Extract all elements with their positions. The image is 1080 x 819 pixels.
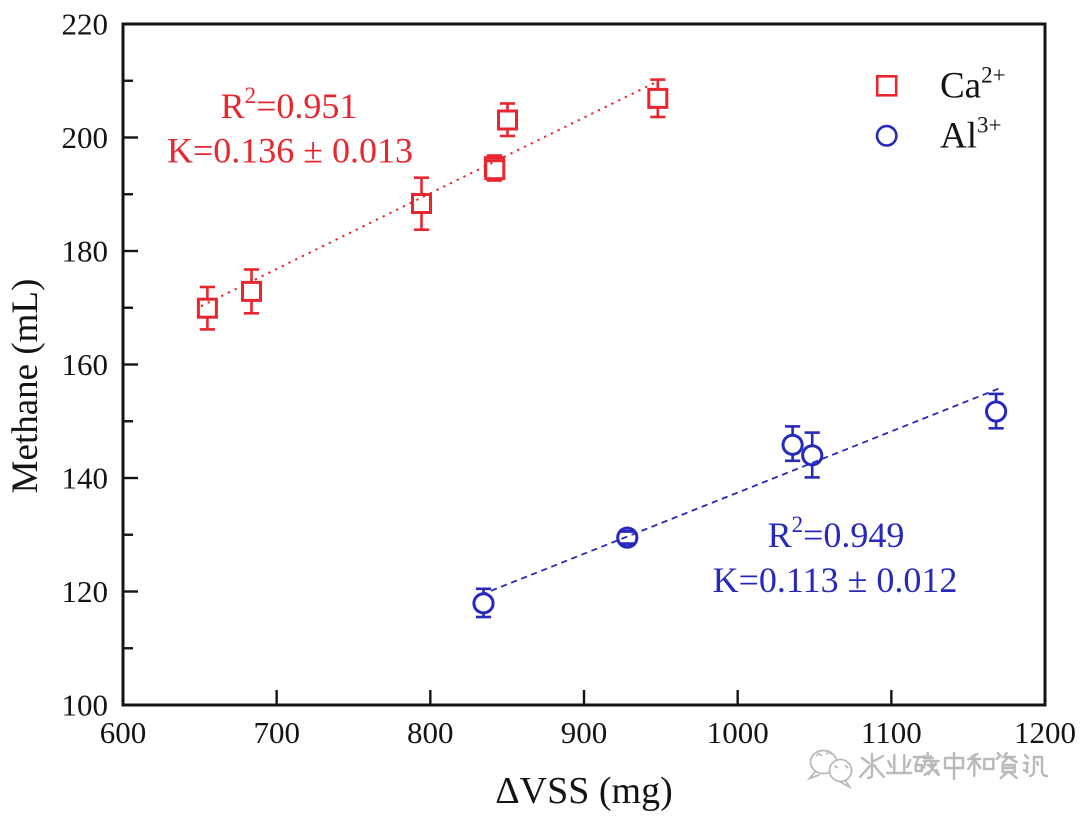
svg-text:Ca2+: Ca2+ [940,63,1006,107]
svg-text:R2=0.949: R2=0.949 [768,512,905,555]
svg-text:600: 600 [100,715,147,750]
svg-text:700: 700 [253,715,300,750]
svg-text:K=0.113 ± 0.012: K=0.113 ± 0.012 [713,560,958,600]
svg-text:Methane (mL): Methane (mL) [5,279,46,494]
svg-text:ΔVSS (mg): ΔVSS (mg) [495,770,673,812]
svg-text:140: 140 [62,460,109,495]
svg-text:160: 160 [62,347,109,382]
svg-text:220: 220 [62,6,109,41]
svg-text:200: 200 [62,120,109,155]
svg-text:1000: 1000 [707,715,769,750]
svg-text:K=0.136 ± 0.013: K=0.136 ± 0.013 [167,131,413,171]
svg-text:120: 120 [62,574,109,609]
svg-text:100: 100 [62,687,109,722]
svg-text:1200: 1200 [1014,715,1076,750]
svg-text:900: 900 [561,715,608,750]
svg-text:R2=0.951: R2=0.951 [221,83,358,126]
svg-text:1100: 1100 [861,715,922,750]
svg-text:800: 800 [407,715,454,750]
svg-text:180: 180 [62,233,109,268]
